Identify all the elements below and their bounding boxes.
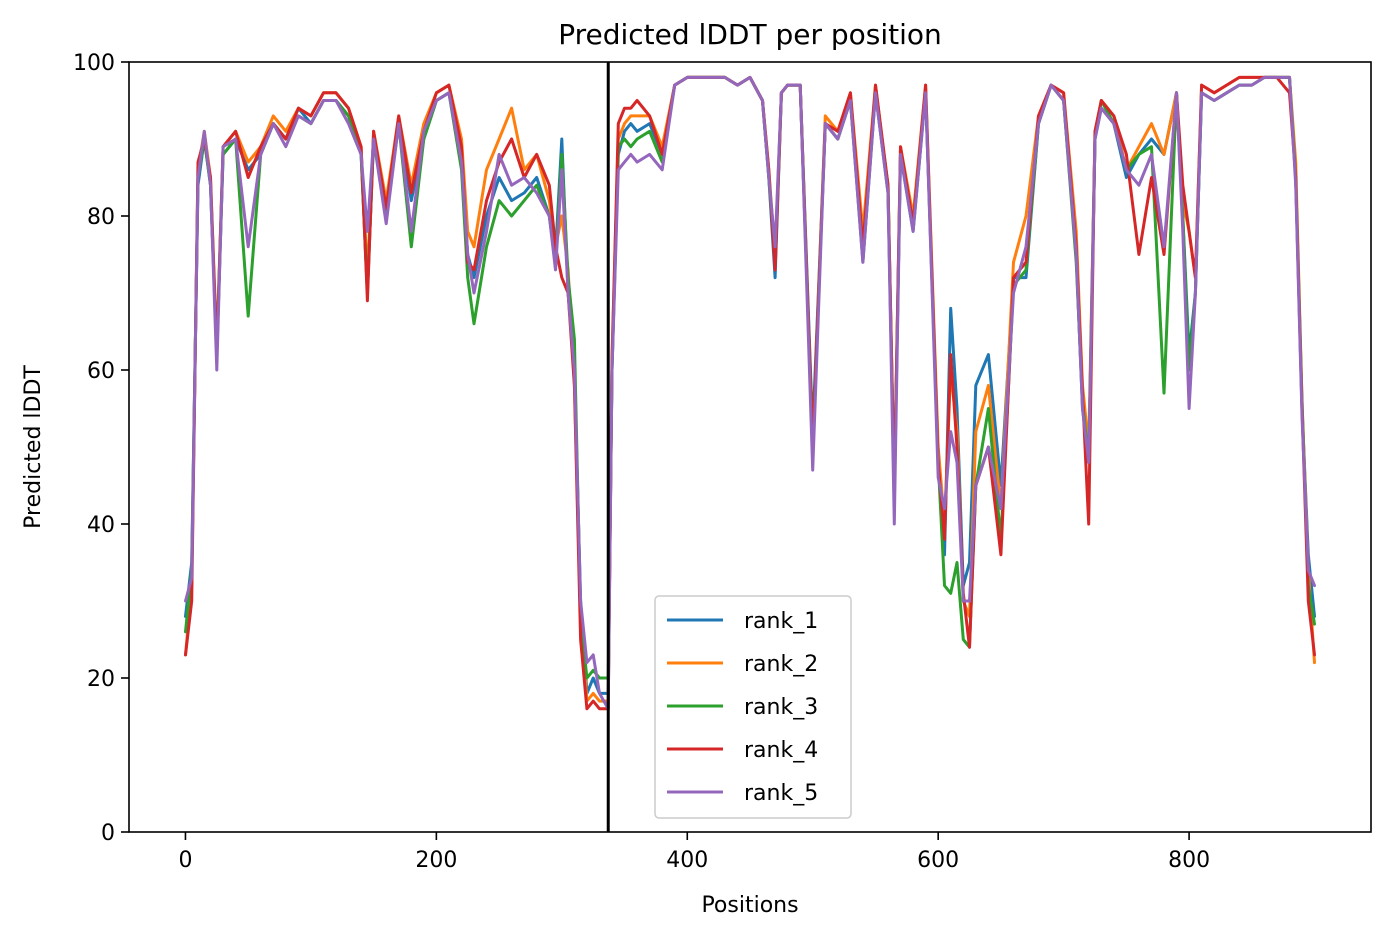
series-layer <box>184 75 1316 711</box>
x-axis-label: Positions <box>701 893 798 918</box>
x-tick-label: 800 <box>1168 848 1210 873</box>
legend-label-rank_4: rank_4 <box>744 738 818 763</box>
legend-label-rank_1: rank_1 <box>744 609 818 634</box>
x-tick-label: 600 <box>917 848 959 873</box>
legend-label-rank_3: rank_3 <box>744 695 818 720</box>
x-tick-label: 200 <box>415 848 457 873</box>
y-tick-label: 20 <box>87 667 115 692</box>
legend-label-rank_5: rank_5 <box>744 781 818 806</box>
chart-title: Predicted lDDT per position <box>558 18 942 51</box>
series-line-rank_5 <box>184 75 1316 711</box>
y-axis-label: Predicted lDDT <box>21 365 46 529</box>
x-tick-label: 0 <box>178 848 192 873</box>
y-axis-ticks: 0 20 40 60 80 100 <box>73 51 129 846</box>
x-tick-label: 400 <box>666 848 708 873</box>
y-tick-label: 40 <box>87 513 115 538</box>
x-axis-ticks: 0 200 400 600 800 <box>178 832 1210 873</box>
plot-frame <box>128 61 1372 833</box>
y-tick-label: 100 <box>73 51 115 76</box>
legend: rank_1 rank_2 rank_3 rank_4 rank_5 <box>654 595 852 819</box>
y-tick-label: 60 <box>87 359 115 384</box>
legend-label-rank_2: rank_2 <box>744 652 818 677</box>
y-tick-label: 80 <box>87 205 115 230</box>
legend-box <box>654 595 852 819</box>
y-tick-label: 0 <box>101 821 115 846</box>
